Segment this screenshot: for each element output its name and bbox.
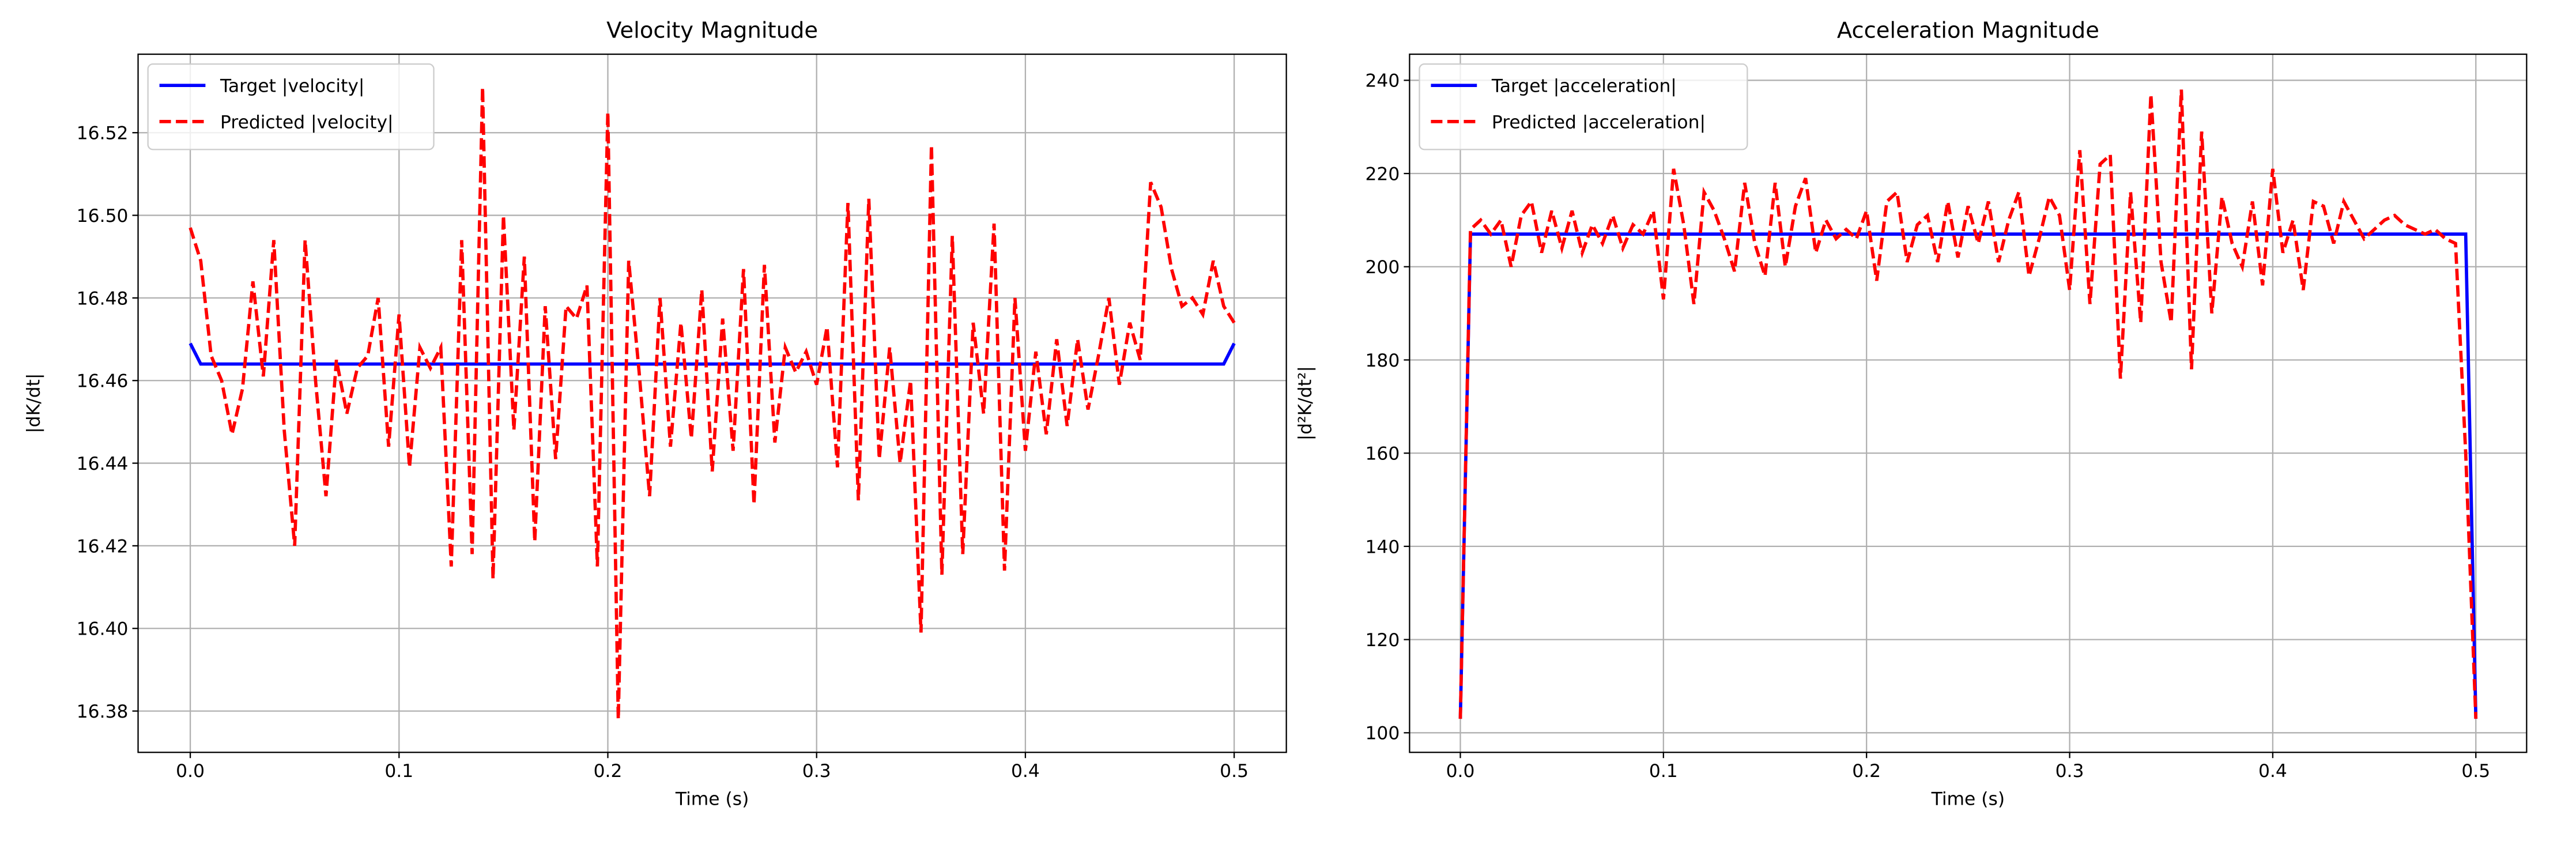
y-tick-label: 200 <box>1365 257 1400 278</box>
x-tick-label: 0.4 <box>1011 761 1040 782</box>
legend-label: Target |velocity| <box>220 76 364 97</box>
y-tick-label: 16.44 <box>77 454 129 474</box>
legend-box <box>147 63 435 150</box>
data-line <box>1458 232 2478 719</box>
x-tick-label: 0.3 <box>802 761 831 782</box>
y-tick-label: 16.52 <box>77 123 129 144</box>
y-tick-label: 16.38 <box>77 701 129 722</box>
x-tick-label: 0.0 <box>176 761 205 782</box>
y-tick-label: 120 <box>1365 630 1400 651</box>
y-tick-label: 16.46 <box>77 371 129 392</box>
legend-label: Predicted |velocity| <box>220 112 394 133</box>
chart-title: Acceleration Magnitude <box>1837 18 2099 44</box>
x-tick-label: 0.2 <box>1852 761 1881 782</box>
y-tick-label: 16.42 <box>77 536 129 557</box>
x-tick-label: 0.1 <box>1649 761 1678 782</box>
axes-frame <box>1409 53 2528 753</box>
x-tick-label: 0.2 <box>594 761 623 782</box>
data-line <box>1458 89 2478 719</box>
x-tick-label: 0.1 <box>384 761 413 782</box>
y-tick-label: 16.50 <box>77 206 129 227</box>
data-line <box>188 342 1236 366</box>
x-axis-label: Time (s) <box>675 789 749 809</box>
y-tick-label: 100 <box>1365 723 1400 744</box>
y-tick-label: 140 <box>1365 537 1400 557</box>
y-tick-label: 160 <box>1365 444 1400 465</box>
data-line <box>188 87 1236 719</box>
y-tick-label: 220 <box>1365 164 1400 184</box>
axes-frame <box>137 53 1287 753</box>
y-tick-label: 180 <box>1365 350 1400 371</box>
legend-label: Target |acceleration| <box>1491 76 1677 97</box>
legend-label: Predicted |acceleration| <box>1492 112 1706 133</box>
y-tick-label: 240 <box>1365 71 1400 92</box>
legend-box <box>1419 63 1748 150</box>
y-axis-label: |d²K/dt²| <box>1295 366 1315 440</box>
x-tick-label: 0.5 <box>2461 761 2490 782</box>
x-tick-label: 0.0 <box>1446 761 1475 782</box>
chart-title: Velocity Magnitude <box>606 18 818 44</box>
y-tick-label: 16.40 <box>77 619 129 640</box>
y-axis-label: |dK/dt| <box>24 374 44 433</box>
x-tick-label: 0.4 <box>2258 761 2287 782</box>
x-tick-label: 0.5 <box>1220 761 1249 782</box>
x-axis-label: Time (s) <box>1931 789 2005 809</box>
x-tick-label: 0.3 <box>2055 761 2084 782</box>
y-tick-label: 16.48 <box>77 288 129 309</box>
